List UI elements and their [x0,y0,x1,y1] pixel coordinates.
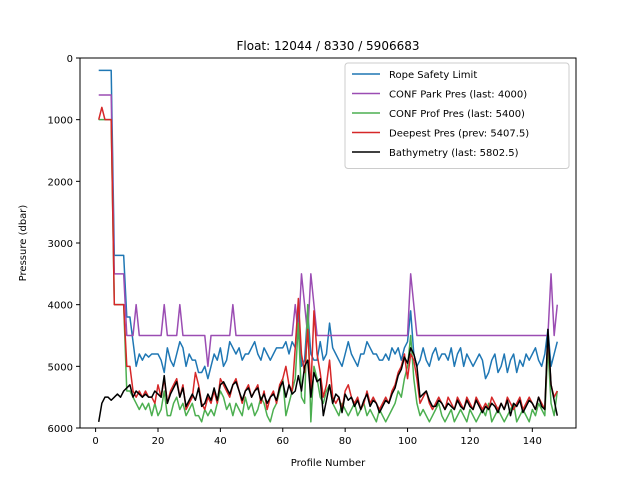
legend-label: Bathymetry (last: 5802.5) [389,148,519,159]
x-tick-label: 0 [92,436,98,447]
legend-label: Deepest Pres (prev: 5407.5) [389,129,529,140]
series-line-1 [98,69,559,380]
x-tick-label: 40 [214,436,227,447]
legend-label: CONF Park Pres (last: 4000) [389,90,527,101]
plot-lines [97,69,559,423]
legend: Rope Safety Limit CONF Park Pres (last: 4… [344,62,570,169]
x-tick-label: 140 [523,436,542,447]
series-line-2 [98,94,559,368]
x-axis-label: Profile Number [291,458,366,469]
x-tick-label: 100 [398,436,417,447]
x-axis: 0 20 40 60 80 100 120 140 [92,428,542,447]
y-axis-label: Pressure (dbar) [18,205,29,282]
series-line-3 [98,118,559,423]
y-axis: 0 1000 2000 3000 4000 5000 6000 [48,54,80,435]
legend-label: Rope Safety Limit [389,70,477,81]
y-tick-label: 3000 [48,239,73,250]
y-tick-label: 1000 [48,116,73,127]
series-line-5 [97,328,559,422]
y-tick-label: 4000 [48,301,73,312]
x-tick-label: 120 [460,436,479,447]
series-line-4 [97,106,558,411]
x-tick-label: 80 [339,436,352,447]
legend-box [344,62,570,169]
y-tick-label: 2000 [48,177,73,188]
y-tick-label: 5000 [48,362,73,373]
y-tick-label: 0 [67,54,73,65]
chart-title: Float: 12044 / 8330 / 5906683 [237,39,420,53]
x-tick-label: 60 [276,436,289,447]
y-tick-label: 6000 [48,424,73,435]
x-tick-label: 20 [152,436,165,447]
legend-label: CONF Prof Pres (last: 5400) [389,109,525,120]
